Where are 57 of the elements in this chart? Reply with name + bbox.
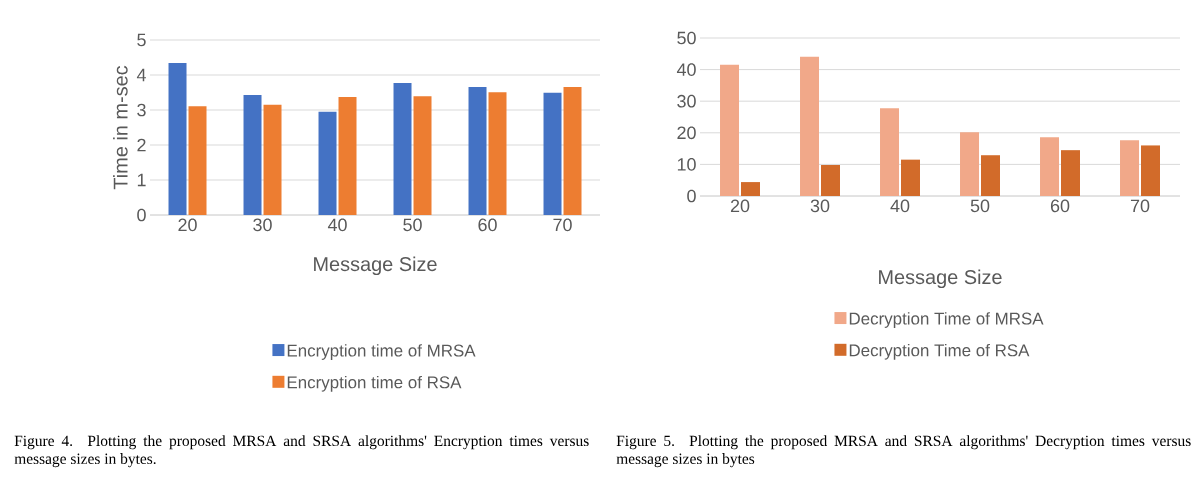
bar xyxy=(741,182,761,196)
bar xyxy=(821,165,841,196)
bar xyxy=(263,104,282,215)
bar xyxy=(168,63,187,215)
bar xyxy=(720,64,740,196)
x-tick-label: 70 xyxy=(553,218,572,232)
x-tick-label: 40 xyxy=(890,199,910,213)
bar xyxy=(901,159,921,196)
y-tick-label: 10 xyxy=(677,158,696,171)
y-tick-label: 4 xyxy=(136,68,146,82)
bar xyxy=(1040,137,1060,196)
y-axis-title: Time in m-sec xyxy=(113,65,128,190)
bar xyxy=(800,56,820,196)
bar xyxy=(318,111,337,215)
bar xyxy=(1120,140,1140,196)
bar xyxy=(393,83,412,215)
legend-label: Decryption Time of RSA xyxy=(849,343,1030,360)
x-tick-label: 50 xyxy=(403,218,422,232)
legend-label: Encryption time of RSA xyxy=(287,375,462,392)
bar xyxy=(960,132,980,196)
x-tick-label: 30 xyxy=(810,199,830,213)
y-tick-label: 3 xyxy=(137,103,146,117)
y-tick-label: 40 xyxy=(676,63,696,76)
x-tick-label: 60 xyxy=(1050,199,1070,213)
y-tick-label: 30 xyxy=(677,94,696,108)
y-tick-label: 0 xyxy=(137,208,146,222)
x-tick-label: 40 xyxy=(327,218,347,232)
x-tick-label: 20 xyxy=(730,199,750,213)
x-tick-label: 70 xyxy=(1130,199,1150,213)
x-axis-title: Message Size xyxy=(314,256,437,276)
x-tick-label: 30 xyxy=(253,218,272,232)
bar xyxy=(1141,145,1161,196)
legend-label: Decryption Time of MRSA xyxy=(849,312,1044,328)
x-tick-label: 60 xyxy=(478,218,497,232)
bar xyxy=(188,106,207,215)
y-tick-label: 5 xyxy=(137,33,146,47)
caption: Figure 4. Plotting the proposed MRSA and SRSA algorithms' Encryption times versus message sizes in bytes. xyxy=(14,435,589,468)
y-tick-label: 1 xyxy=(137,173,146,187)
y-tick-label: 2 xyxy=(137,138,146,152)
x-axis-title: Message Size xyxy=(879,269,1002,289)
y-tick-label: 50 xyxy=(677,31,696,45)
bar xyxy=(981,155,1001,196)
bar xyxy=(488,92,507,215)
y-tick-label: 0 xyxy=(687,189,696,203)
x-tick-label: 50 xyxy=(970,199,990,213)
bar xyxy=(338,97,357,215)
y-tick-label: 20 xyxy=(677,126,696,140)
bar xyxy=(563,86,582,215)
bar xyxy=(543,92,562,215)
legend-label: Encryption time of MRSA xyxy=(287,344,476,360)
x-tick-label: 20 xyxy=(178,218,197,232)
bar xyxy=(880,108,900,196)
bar xyxy=(243,94,262,215)
bar xyxy=(413,96,432,215)
caption: Figure 5. Plotting the proposed MRSA and SRSA algorithms' Decryption times versus message sizes in bytes xyxy=(616,435,1191,468)
bar xyxy=(468,86,487,215)
bar xyxy=(1061,150,1081,196)
